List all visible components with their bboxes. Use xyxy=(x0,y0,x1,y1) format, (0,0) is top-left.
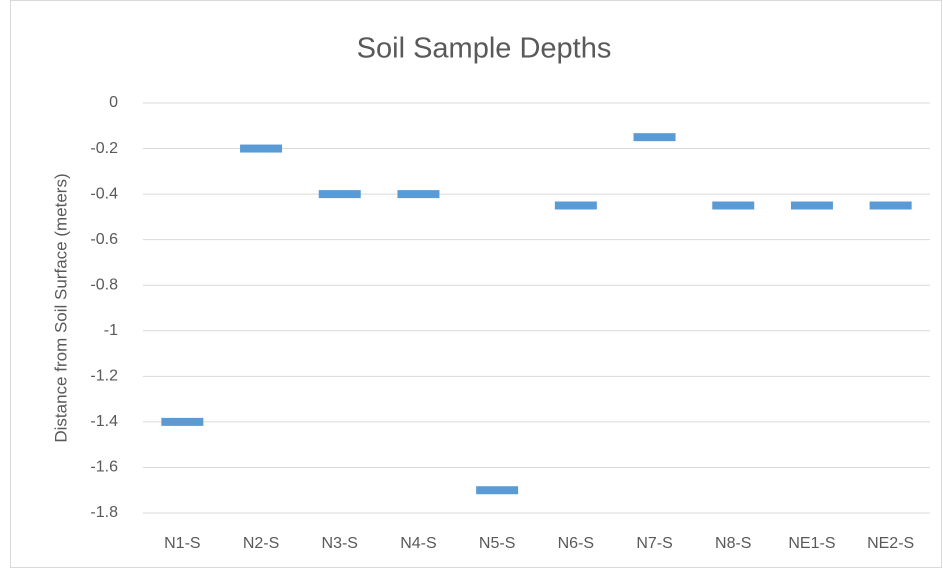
x-tick-label: N8-S xyxy=(715,535,751,552)
chart-frame xyxy=(10,0,942,568)
y-tick-label: -1 xyxy=(104,322,118,339)
x-tick-label: N3-S xyxy=(322,535,358,552)
dash-marker xyxy=(476,486,519,495)
x-tick-label: NE1-S xyxy=(788,535,835,552)
x-tick-label: N1-S xyxy=(164,535,200,552)
y-tick-label: -0.6 xyxy=(90,231,118,248)
x-tick-label: NE2-S xyxy=(867,535,914,552)
dash-marker xyxy=(161,417,204,426)
dash-marker xyxy=(633,133,676,142)
x-tick-label: N4-S xyxy=(400,535,436,552)
y-tick-label: -1.2 xyxy=(90,368,118,385)
y-tick-label: -1.4 xyxy=(90,413,118,430)
y-axis-label: Distance from Soil Surface (meters) xyxy=(51,173,70,442)
y-tick-label: -1.6 xyxy=(90,459,118,476)
dash-marker xyxy=(397,190,440,199)
dash-marker xyxy=(318,190,361,199)
chart-title: Soil Sample Depths xyxy=(357,33,612,65)
dash-marker xyxy=(554,201,597,210)
y-tick-label: -0.2 xyxy=(90,140,118,157)
x-tick-label: N5-S xyxy=(479,535,515,552)
x-tick-label: N6-S xyxy=(558,535,594,552)
dash-marker xyxy=(790,201,833,210)
dash-marker xyxy=(712,201,755,210)
y-tick-label: -0.4 xyxy=(90,185,118,202)
y-tick-label: -0.8 xyxy=(90,276,118,293)
dash-marker xyxy=(240,144,283,153)
x-tick-label: N2-S xyxy=(243,535,279,552)
dash-marker xyxy=(869,201,912,210)
y-tick-label: -1.8 xyxy=(90,504,118,521)
y-tick-label: 0 xyxy=(109,94,118,111)
x-tick-label: N7-S xyxy=(636,535,672,552)
